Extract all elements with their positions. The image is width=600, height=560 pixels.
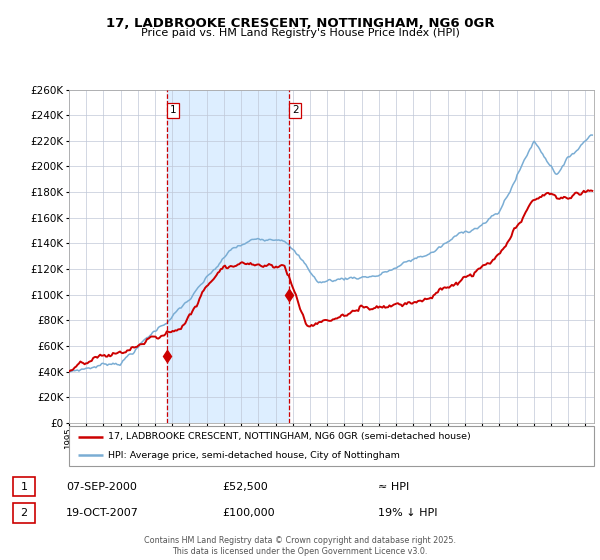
Text: 2: 2: [20, 508, 28, 518]
Text: Price paid vs. HM Land Registry's House Price Index (HPI): Price paid vs. HM Land Registry's House …: [140, 28, 460, 38]
Text: 17, LADBROOKE CRESCENT, NOTTINGHAM, NG6 0GR (semi-detached house): 17, LADBROOKE CRESCENT, NOTTINGHAM, NG6 …: [109, 432, 471, 441]
Text: 19% ↓ HPI: 19% ↓ HPI: [378, 508, 437, 518]
Text: HPI: Average price, semi-detached house, City of Nottingham: HPI: Average price, semi-detached house,…: [109, 451, 400, 460]
Text: 1: 1: [20, 482, 28, 492]
Text: £100,000: £100,000: [222, 508, 275, 518]
Text: 19-OCT-2007: 19-OCT-2007: [66, 508, 139, 518]
Text: Contains HM Land Registry data © Crown copyright and database right 2025.
This d: Contains HM Land Registry data © Crown c…: [144, 536, 456, 556]
Text: 07-SEP-2000: 07-SEP-2000: [66, 482, 137, 492]
Text: £52,500: £52,500: [222, 482, 268, 492]
Text: 17, LADBROOKE CRESCENT, NOTTINGHAM, NG6 0GR: 17, LADBROOKE CRESCENT, NOTTINGHAM, NG6 …: [106, 17, 494, 30]
Text: ≈ HPI: ≈ HPI: [378, 482, 409, 492]
Bar: [167, 90, 289, 423]
Text: 1: 1: [170, 105, 176, 115]
Text: 2: 2: [292, 105, 299, 115]
